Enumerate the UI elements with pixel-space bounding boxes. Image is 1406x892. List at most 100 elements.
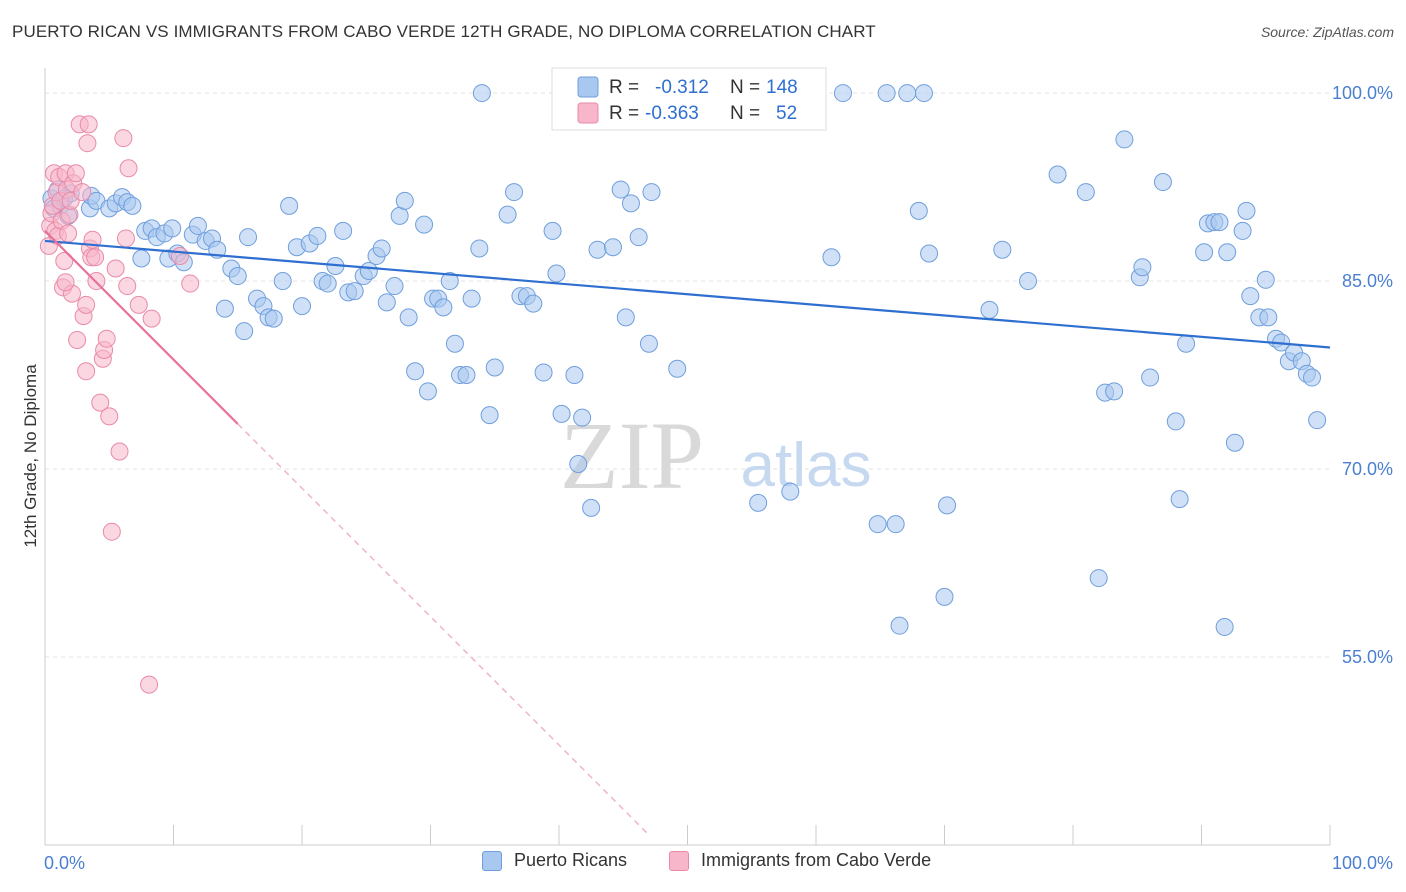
bottom-legend-swatch bbox=[669, 850, 689, 871]
x-tick-label-min: 0.0% bbox=[44, 853, 85, 873]
data-point bbox=[56, 273, 75, 292]
data-point bbox=[415, 215, 434, 234]
data-point bbox=[1241, 287, 1260, 306]
data-point bbox=[73, 183, 92, 202]
data-point bbox=[1308, 411, 1327, 430]
data-point bbox=[639, 334, 658, 353]
data-point bbox=[1225, 433, 1244, 452]
data-point bbox=[1210, 213, 1229, 232]
data-point bbox=[877, 84, 896, 103]
data-point bbox=[68, 330, 87, 349]
data-point bbox=[1153, 173, 1172, 192]
data-point bbox=[547, 264, 566, 283]
data-point bbox=[228, 267, 247, 286]
data-point bbox=[97, 329, 116, 348]
legend-r-value-2: -0.363 bbox=[645, 103, 699, 124]
data-point bbox=[1215, 617, 1234, 636]
data-point bbox=[472, 84, 491, 103]
data-point bbox=[833, 84, 852, 103]
trend-lines bbox=[44, 230, 1331, 836]
data-point bbox=[886, 515, 905, 534]
data-point bbox=[1195, 243, 1214, 262]
data-point bbox=[440, 272, 459, 291]
data-point bbox=[1115, 130, 1134, 149]
data-point bbox=[142, 309, 161, 328]
data-point bbox=[1048, 165, 1067, 184]
data-point bbox=[621, 194, 640, 213]
data-point bbox=[1141, 368, 1160, 387]
data-point bbox=[77, 295, 96, 314]
data-point bbox=[485, 358, 504, 377]
data-point bbox=[642, 183, 661, 202]
data-point bbox=[406, 362, 425, 381]
data-point bbox=[55, 251, 74, 270]
data-point bbox=[66, 164, 85, 183]
data-point bbox=[980, 300, 999, 319]
data-point bbox=[91, 393, 110, 412]
data-point bbox=[470, 239, 489, 258]
data-point bbox=[1259, 308, 1278, 327]
data-point bbox=[86, 248, 105, 267]
data-point bbox=[524, 294, 543, 313]
data-point bbox=[280, 196, 299, 215]
y-tick-label: 70.0% bbox=[1342, 459, 1393, 479]
data-point bbox=[59, 224, 78, 243]
data-point bbox=[1218, 243, 1237, 262]
data-point bbox=[273, 272, 292, 291]
data-point bbox=[462, 289, 481, 308]
data-point bbox=[119, 159, 138, 178]
data-point bbox=[78, 134, 97, 153]
data-point bbox=[445, 334, 464, 353]
data-point bbox=[1177, 334, 1196, 353]
data-point bbox=[377, 293, 396, 312]
data-point bbox=[565, 366, 584, 385]
series-cabo-verde bbox=[39, 115, 200, 694]
watermark-atlas: atlas bbox=[741, 431, 872, 500]
legend-swatch-puerto-ricans bbox=[577, 76, 599, 98]
bottom-legend: Puerto Ricans Immigrants from Cabo Verde bbox=[0, 850, 1406, 880]
data-point bbox=[318, 274, 337, 293]
legend-n-value-1: 148 bbox=[766, 77, 798, 98]
data-point bbox=[1170, 490, 1189, 509]
chart-title: PUERTO RICAN VS IMMIGRANTS FROM CABO VER… bbox=[12, 22, 876, 41]
bottom-legend-puerto-ricans: Puerto Ricans bbox=[482, 850, 627, 871]
data-point bbox=[418, 382, 437, 401]
data-point bbox=[181, 274, 200, 293]
data-point bbox=[106, 259, 125, 278]
data-point bbox=[480, 406, 499, 425]
data-point bbox=[749, 493, 768, 512]
data-point bbox=[102, 522, 121, 541]
data-point bbox=[543, 221, 562, 240]
data-point bbox=[457, 366, 476, 385]
bottom-legend-label: Puerto Ricans bbox=[514, 850, 628, 870]
watermark: ZIP atlas bbox=[560, 402, 871, 509]
data-point bbox=[993, 240, 1012, 259]
trend-line bbox=[44, 230, 239, 425]
source-label: Source: ZipAtlas.com bbox=[1260, 24, 1394, 40]
legend-n-value-2: 52 bbox=[776, 103, 797, 124]
data-point bbox=[938, 496, 957, 515]
data-point bbox=[170, 246, 189, 265]
data-point bbox=[395, 191, 414, 210]
y-tick-label: 55.0% bbox=[1342, 647, 1393, 667]
legend-n-label-1: N = bbox=[730, 77, 760, 98]
grid bbox=[45, 92, 1330, 658]
data-point bbox=[132, 249, 151, 268]
data-point bbox=[434, 298, 453, 317]
trend-line bbox=[44, 239, 1331, 349]
data-point bbox=[118, 277, 137, 296]
legend-swatch-cabo-verde bbox=[577, 102, 599, 124]
data-point bbox=[390, 206, 409, 225]
data-point bbox=[1233, 221, 1252, 240]
data-point bbox=[100, 407, 119, 426]
data-point bbox=[116, 229, 135, 248]
data-point bbox=[188, 216, 207, 235]
data-point bbox=[935, 587, 954, 606]
data-point bbox=[1076, 183, 1095, 202]
data-point bbox=[505, 183, 524, 202]
data-point bbox=[163, 219, 182, 238]
data-point bbox=[114, 129, 133, 148]
legend: R = -0.312 N = 148 R = -0.363 N = 52 bbox=[551, 67, 827, 131]
data-point bbox=[611, 180, 630, 199]
bottom-legend-label: Immigrants from Cabo Verde bbox=[701, 850, 932, 870]
